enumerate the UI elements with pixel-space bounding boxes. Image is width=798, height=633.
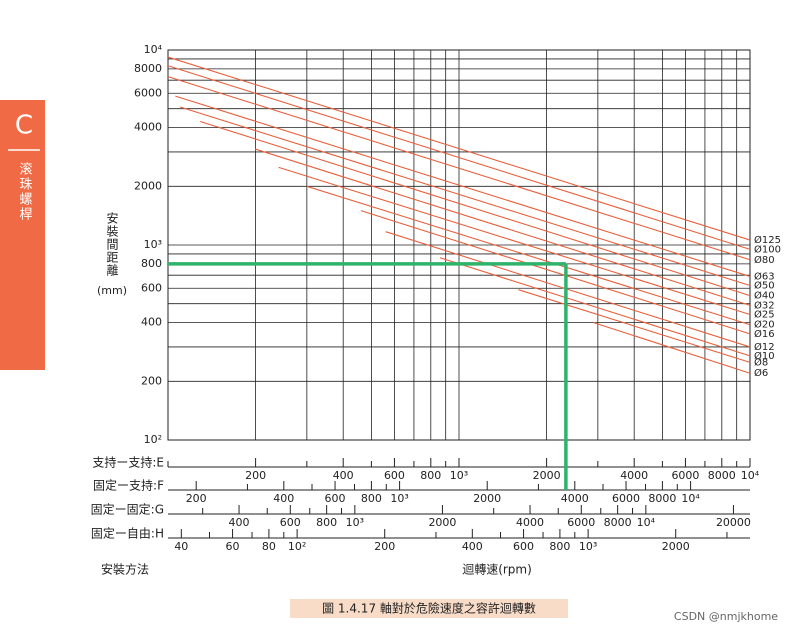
legend-label: Ø6: [754, 367, 768, 379]
scale-tick-label: 10⁴: [681, 492, 700, 505]
scale-tick-label: 40: [174, 540, 188, 553]
y-tick-label: 10²: [144, 433, 162, 446]
scale-label: 固定ー自由:H: [91, 526, 164, 541]
scale-tick-label: 200: [186, 492, 207, 505]
scale-tick-label: 6000: [567, 516, 595, 529]
scale-tick-label: 10²: [288, 540, 306, 553]
diameter-line: [200, 120, 751, 297]
scale-tick-label: 800: [549, 540, 570, 553]
y-tick-label: 200: [141, 374, 162, 387]
diameter-line: [360, 210, 751, 335]
legend-label: Ø16: [754, 328, 775, 340]
scale-tick-label: 800: [420, 469, 441, 482]
scale-tick-label: 10³: [346, 516, 364, 529]
legend-label: Ø100: [754, 243, 781, 255]
diameter-line: [167, 76, 751, 261]
y-tick-label: 4000: [134, 121, 162, 134]
legend-label: Ø40: [754, 290, 775, 302]
scale-tick-label: 400: [229, 516, 250, 529]
scale-tick-label: 4000: [516, 516, 544, 529]
scale-tick-label: 80: [262, 540, 276, 553]
scale-tick-label: 600: [513, 540, 534, 553]
diameter-line: [167, 56, 751, 241]
diameter-line: [179, 106, 751, 287]
scale-label: 固定ー固定:G: [91, 502, 164, 517]
diameter-line: [439, 257, 751, 357]
scale-tick-label: 800: [316, 516, 337, 529]
scale-tick-label: 60: [226, 540, 240, 553]
y-tick-label: 2000: [134, 179, 162, 192]
scale-tick-label: 10⁴: [637, 516, 656, 529]
scale-tick-label: 2000: [428, 516, 456, 529]
scale-tick-label: 2000: [662, 540, 690, 553]
y-tick-label: 600: [141, 281, 162, 294]
y-tick-label: 8000: [134, 62, 162, 75]
legend-label: Ø10: [754, 350, 775, 362]
scale-tick-label: 200: [245, 469, 266, 482]
diameter-line: [593, 322, 751, 374]
legend-label: Ø8: [754, 356, 768, 368]
diameter-line: [278, 166, 751, 316]
legend-label: Ø50: [754, 279, 775, 291]
legend-label: Ø20: [754, 319, 775, 331]
scale-tick-label: 10³: [579, 540, 597, 553]
y-tick-label: 10³: [144, 238, 162, 251]
tab-letter: C: [15, 111, 33, 141]
diameter-line: [255, 148, 751, 306]
scale-tick-label: 8000: [708, 469, 736, 482]
caption: 圖 1.4.17 軸對於危險速度之容許迴轉數: [322, 601, 536, 616]
legend-label: Ø32: [754, 299, 775, 311]
scale-tick-label: 400: [333, 469, 354, 482]
method-label: 安裝方法: [101, 562, 149, 577]
y-tick-label: 10⁴: [144, 43, 163, 56]
y-tick-label: 6000: [134, 86, 162, 99]
side-tab: [0, 100, 45, 370]
legend-label: Ø25: [754, 309, 775, 321]
diameter-line: [518, 289, 751, 363]
scale-tick-label: 6000: [671, 469, 699, 482]
scale-tick-label: 400: [273, 492, 294, 505]
scale-tick-label: 4000: [561, 492, 589, 505]
scale-tick-label: 600: [280, 516, 301, 529]
scale-label: 支持ー支持:E: [92, 455, 164, 470]
scale-tick-label: 8000: [604, 516, 632, 529]
scale-tick-label: 4000: [620, 469, 648, 482]
legend-label: Ø125: [754, 234, 781, 246]
scale-tick-label: 600: [384, 469, 405, 482]
scale-tick-label: 20000: [716, 516, 751, 529]
legend-label: Ø63: [754, 270, 775, 282]
y-tick-label: 800: [141, 257, 162, 270]
diameter-line: [385, 231, 751, 348]
x-axis-label: 迴轉速(rpm): [462, 563, 532, 577]
diameter-line: [167, 65, 751, 250]
scale-tick-label: 8000: [648, 492, 676, 505]
legend-label: Ø12: [754, 341, 775, 353]
caption-bg: [290, 599, 568, 618]
y-tick-label: 400: [141, 316, 162, 329]
scale-tick-label: 200: [374, 540, 395, 553]
tab-title: 滚珠螺桿: [17, 161, 33, 222]
scale-tick-label: 2000: [473, 492, 501, 505]
scale-tick-label: 10⁴: [741, 469, 760, 482]
scale-tick-label: 800: [361, 492, 382, 505]
legend-label: Ø80: [754, 254, 775, 266]
scale-tick-label: 600: [325, 492, 346, 505]
diameter-line: [306, 185, 751, 326]
scale-tick-label: 2000: [533, 469, 561, 482]
scale-tick-label: 6000: [612, 492, 640, 505]
diameter-line: [175, 95, 751, 277]
plot-frame: [167, 49, 751, 441]
scale-label: 固定ー支持:F: [93, 478, 164, 493]
scale-tick-label: 10³: [390, 492, 408, 505]
watermark: CSDN @nmjkhome: [674, 610, 778, 623]
scale-tick-label: 400: [462, 540, 483, 553]
y-axis-unit: (mm): [97, 284, 127, 297]
scale-tick-label: 10³: [450, 469, 468, 482]
y-axis-label: 安裝間距離: [105, 211, 119, 277]
